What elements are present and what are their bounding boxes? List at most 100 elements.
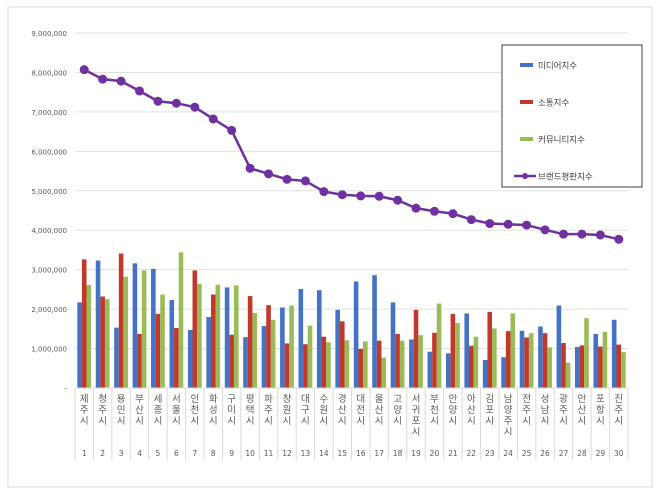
bar-2-15 — [363, 341, 368, 388]
bar-2-3 — [141, 270, 147, 388]
brand-index-point-19 — [429, 206, 439, 216]
bar-0-8 — [224, 287, 230, 388]
legend-label-1: 소통지수 — [538, 99, 569, 109]
brand-index-point-10 — [264, 169, 274, 179]
brand-index-point-6 — [190, 102, 200, 112]
x-rank-label: 11 — [264, 449, 274, 458]
bar-0-26 — [556, 305, 562, 388]
y-tick-label: 2,000,000 — [31, 306, 67, 314]
x-rank-label: 28 — [577, 449, 587, 458]
bar-1-17 — [395, 333, 400, 388]
bar-1-22 — [487, 311, 493, 388]
bar-2-7 — [215, 284, 221, 388]
bar-1-11 — [284, 343, 290, 388]
bar-0-22 — [482, 359, 488, 388]
brand-index-point-18 — [411, 203, 421, 213]
x-rank-label: 10 — [245, 449, 255, 458]
bar-0-13 — [316, 290, 322, 388]
bar-0-1 — [95, 260, 101, 388]
bar-2-6 — [197, 283, 202, 388]
brand-index-point-27 — [577, 229, 587, 239]
brand-index-point-25 — [540, 225, 550, 235]
bar-1-5 — [174, 328, 179, 388]
bar-1-4 — [155, 313, 161, 388]
bar-1-23 — [505, 331, 511, 388]
brand-index-point-17 — [393, 195, 403, 205]
bar-0-20 — [445, 353, 451, 388]
bar-2-21 — [473, 336, 479, 388]
bar-2-10 — [270, 319, 276, 388]
brand-index-point-0 — [79, 65, 89, 75]
bar-2-2 — [123, 276, 128, 388]
legend-swatch-0 — [520, 63, 533, 67]
bar-2-18 — [418, 335, 423, 388]
bar-0-0 — [77, 302, 82, 388]
brand-index-point-14 — [337, 190, 347, 200]
bar-0-14 — [335, 309, 340, 388]
bar-2-12 — [307, 325, 313, 388]
brand-index-point-21 — [466, 215, 476, 225]
x-rank-label: 7 — [192, 449, 197, 458]
bar-0-16 — [372, 275, 377, 388]
y-tick-label: 5,000,000 — [31, 188, 67, 196]
brand-index-point-20 — [448, 209, 458, 219]
bar-2-17 — [399, 340, 405, 388]
brand-index-point-4 — [153, 96, 163, 106]
legend-marker — [522, 173, 528, 179]
x-rank-label: 20 — [430, 449, 440, 458]
brand-index-point-23 — [503, 219, 513, 229]
bar-2-29 — [621, 352, 626, 388]
x-rank-label: 17 — [374, 449, 384, 458]
brand-index-point-9 — [245, 163, 255, 173]
bar-0-21 — [464, 313, 470, 388]
x-rank-label: 12 — [282, 449, 292, 458]
bar-0-23 — [501, 357, 506, 388]
bar-2-5 — [178, 252, 184, 388]
bar-2-19 — [436, 303, 442, 388]
bar-1-0 — [81, 259, 87, 388]
bar-2-11 — [289, 305, 294, 388]
bar-1-19 — [432, 332, 437, 388]
bar-1-18 — [413, 309, 419, 388]
y-tick-label: 1,000,000 — [31, 346, 67, 354]
bar-2-8 — [233, 285, 239, 388]
bar-1-1 — [100, 296, 105, 388]
bar-1-7 — [210, 294, 216, 388]
brand-index-point-26 — [558, 229, 568, 239]
bar-0-5 — [169, 300, 175, 388]
bar-2-22 — [492, 328, 497, 388]
y-tick-label: 6,000,000 — [31, 148, 67, 156]
bar-0-27 — [575, 346, 580, 388]
bar-1-25 — [542, 333, 548, 388]
bar-2-0 — [86, 285, 92, 388]
bar-0-3 — [132, 263, 138, 388]
brand-index-point-8 — [227, 125, 237, 135]
y-tick-label: 7,000,000 — [31, 109, 67, 117]
bar-1-28 — [598, 346, 603, 388]
brand-index-point-24 — [522, 220, 532, 230]
bar-0-2 — [114, 327, 119, 388]
bar-1-15 — [358, 348, 364, 388]
bar-1-29 — [616, 344, 622, 388]
x-rank-label: 27 — [559, 449, 569, 458]
legend-box — [501, 44, 643, 188]
bar-0-15 — [353, 281, 359, 388]
